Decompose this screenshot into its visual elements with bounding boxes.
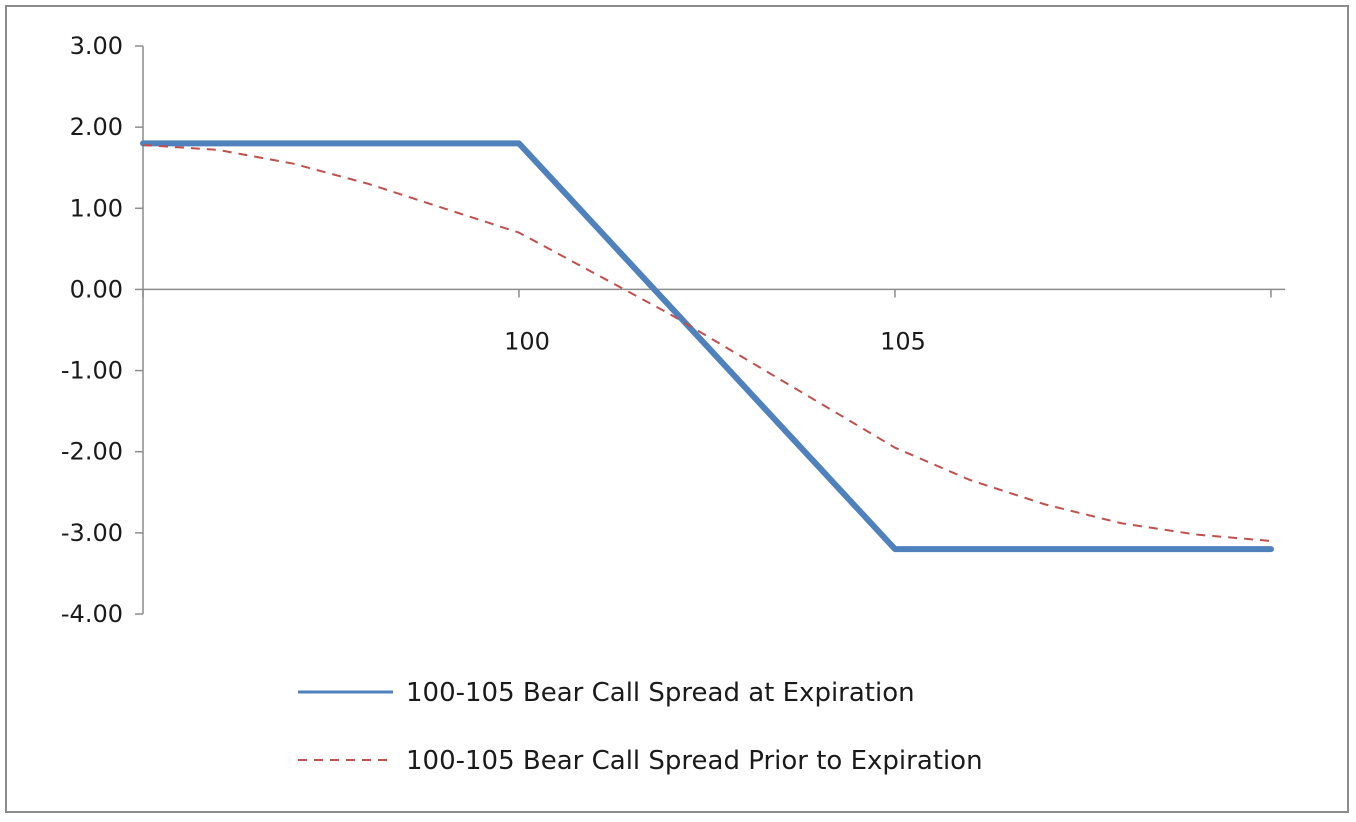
y-tick-label: 1.00	[70, 194, 123, 222]
y-tick-label: 2.00	[70, 113, 123, 141]
y-axis: 3.00 2.00 1.00 0.00 -1.00 -2.00 -3.00 -4.00	[61, 32, 144, 628]
y-tick-label: 0.00	[70, 275, 123, 303]
legend: 100-105 Bear Call Spread at Expiration 10…	[298, 678, 983, 776]
y-tick-label: 3.00	[70, 32, 123, 60]
series-line-at-expiration	[140, 140, 1274, 553]
x-axis: 100 105	[142, 288, 1285, 355]
y-tick-label: -1.00	[61, 357, 123, 385]
x-tick-label: 100	[504, 327, 550, 355]
y-tick-label: -2.00	[61, 438, 123, 466]
x-tick-label: 105	[880, 327, 926, 355]
legend-label: 100-105 Bear Call Spread at Expiration	[406, 678, 915, 708]
legend-label: 100-105 Bear Call Spread Prior to Expira…	[406, 746, 983, 776]
y-tick-label: -4.00	[61, 600, 123, 628]
series-lines	[140, 140, 1274, 553]
chart-frame	[5, 5, 1349, 813]
y-tick-label: -3.00	[61, 519, 123, 547]
